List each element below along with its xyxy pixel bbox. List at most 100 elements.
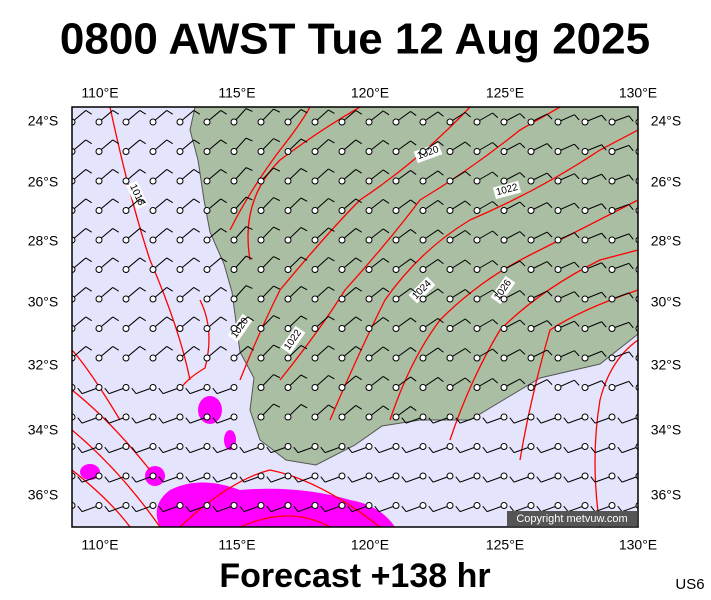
barb-feather: [492, 142, 499, 148]
barb-feather: [429, 536, 433, 542]
barb-station: [608, 502, 616, 509]
barb-feather: [300, 256, 308, 261]
isobar-label-box: [126, 180, 148, 210]
barb-station: [338, 148, 346, 155]
barb-feather: [166, 346, 173, 351]
barb-feather: [601, 291, 607, 298]
barb-staff: [595, 535, 612, 541]
barb-station: [258, 532, 264, 538]
barb-feather: [193, 257, 200, 263]
barb-station: [419, 354, 427, 362]
barb-station: [339, 532, 345, 538]
barb-feather: [139, 169, 146, 174]
barb-station: [122, 472, 130, 480]
barb-feather: [239, 476, 245, 483]
barb-station: [419, 236, 427, 244]
barb-station: [204, 532, 210, 538]
barb-feather: [492, 201, 499, 207]
barb-feather: [519, 319, 526, 326]
barb-feather: [464, 259, 471, 265]
barb-station: [392, 325, 400, 332]
barb-feather: [574, 143, 580, 150]
barb-feather: [293, 505, 299, 512]
barb-feather: [212, 476, 218, 483]
barb-station: [176, 443, 184, 450]
barb-feather: [428, 505, 434, 512]
barb-station: [365, 472, 373, 480]
isobar: [72, 389, 151, 471]
barb-feather: [355, 139, 362, 145]
barb-feather: [590, 446, 596, 453]
barb-feather: [437, 377, 444, 383]
barb-station: [446, 236, 454, 244]
barb-feather: [546, 172, 553, 179]
barb-feather: [656, 382, 660, 388]
lat-label: 32°S: [28, 357, 59, 373]
isobar: [594, 339, 638, 527]
barb-feather: [245, 285, 253, 289]
lat-label: 32°S: [651, 357, 682, 373]
barb-feather: [492, 171, 499, 178]
barb-station: [284, 177, 292, 185]
barb-feather: [85, 287, 92, 292]
barb-feather: [193, 198, 200, 204]
barb-station: [95, 502, 103, 509]
barb-feather: [574, 202, 580, 209]
barb-station: [95, 207, 103, 214]
barb-feather: [574, 114, 580, 121]
barb-feather: [410, 376, 417, 382]
barb-station: [230, 443, 238, 450]
barb-feather: [112, 198, 119, 204]
barb-feather: [104, 505, 110, 512]
barb-feather: [355, 316, 362, 322]
isobar-label-box: [492, 180, 522, 200]
barb-staff: [163, 535, 180, 541]
barb-feather: [617, 505, 623, 512]
barb-station: [581, 502, 589, 509]
barb-station: [581, 118, 589, 126]
barb-feather: [591, 536, 595, 542]
barb-feather: [563, 476, 569, 483]
barb-station: [95, 148, 103, 155]
lat-label: 30°S: [28, 294, 59, 310]
barb-feather: [239, 446, 245, 453]
barb-station: [473, 148, 481, 155]
barb-feather: [590, 505, 596, 512]
barb-station: [149, 443, 157, 450]
lat-label: 36°S: [28, 487, 59, 503]
barb-station: [635, 177, 638, 185]
barb-feather: [382, 199, 390, 204]
barb-station: [393, 532, 399, 538]
barb-feather: [536, 476, 542, 483]
title: 0800 AWST Tue 12 Aug 2025: [60, 15, 650, 64]
barb-station: [203, 325, 211, 332]
barb-feather: [455, 505, 461, 512]
barb-feather: [574, 320, 580, 327]
barb-station: [527, 295, 535, 303]
barb-feather: [536, 417, 542, 424]
barb-station: [230, 148, 238, 155]
barb-feather: [428, 417, 434, 424]
barb-station: [554, 266, 562, 273]
barb-feather: [193, 139, 200, 145]
barb-station: [500, 502, 508, 509]
barb-station: [176, 413, 184, 421]
barb-feather: [166, 198, 173, 204]
barb-station: [203, 354, 211, 362]
barb-station: [392, 295, 400, 303]
barb-feather: [536, 505, 542, 512]
barb-feather: [212, 446, 218, 453]
barb-station: [446, 443, 454, 450]
map-frame: [71, 106, 639, 528]
barb-station: [500, 177, 508, 185]
barb-feather: [628, 145, 634, 152]
barb-station: [257, 177, 265, 185]
lat-label: 28°S: [28, 233, 59, 249]
barb-feather: [382, 169, 390, 175]
barb-station: [635, 413, 638, 421]
barb-station: [392, 236, 400, 244]
barb-feather: [492, 260, 499, 266]
barb-station: [608, 413, 616, 421]
barb-staff: [72, 446, 73, 448]
barb-station: [203, 236, 211, 244]
